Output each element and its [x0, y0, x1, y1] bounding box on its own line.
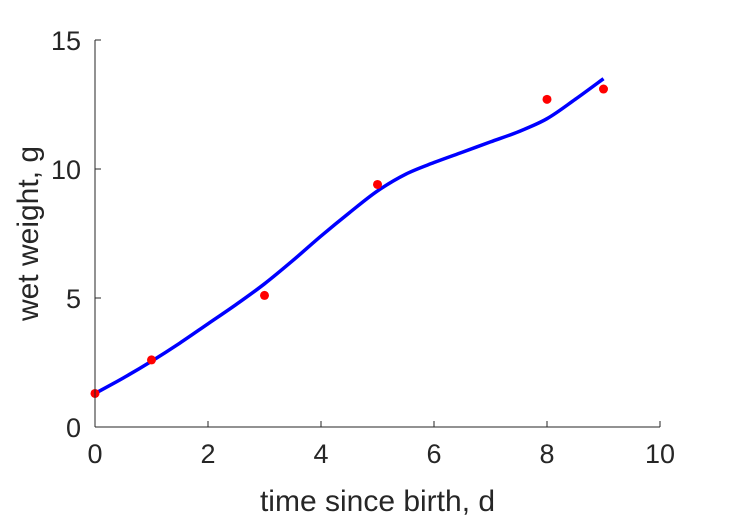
x-tick-label: 10 [645, 439, 675, 469]
axes [94, 40, 660, 428]
plot-area [90, 77, 608, 398]
y-tick-label: 5 [66, 284, 81, 314]
x-tick-label: 0 [87, 439, 102, 469]
y-axis-ticks: 0 5 10 15 [51, 26, 101, 443]
y-tick-label: 10 [51, 155, 81, 185]
x-tick-label: 2 [200, 439, 215, 469]
y-axis-label: wet weight, g [12, 146, 45, 322]
y-tick-label: 0 [66, 413, 81, 443]
data-point [373, 179, 382, 189]
data-point [147, 355, 156, 365]
data-point [260, 290, 269, 300]
data-point [599, 84, 608, 94]
data-point [542, 94, 552, 104]
x-tick-label: 8 [539, 439, 554, 469]
fit-curve [94, 77, 605, 395]
x-axis-label: time since birth, d [260, 485, 495, 518]
x-tick-label: 6 [426, 439, 441, 469]
x-tick-label: 4 [313, 439, 328, 469]
y-tick-label: 15 [51, 26, 81, 56]
x-axis-ticks: 0 2 4 6 8 10 [87, 421, 675, 469]
